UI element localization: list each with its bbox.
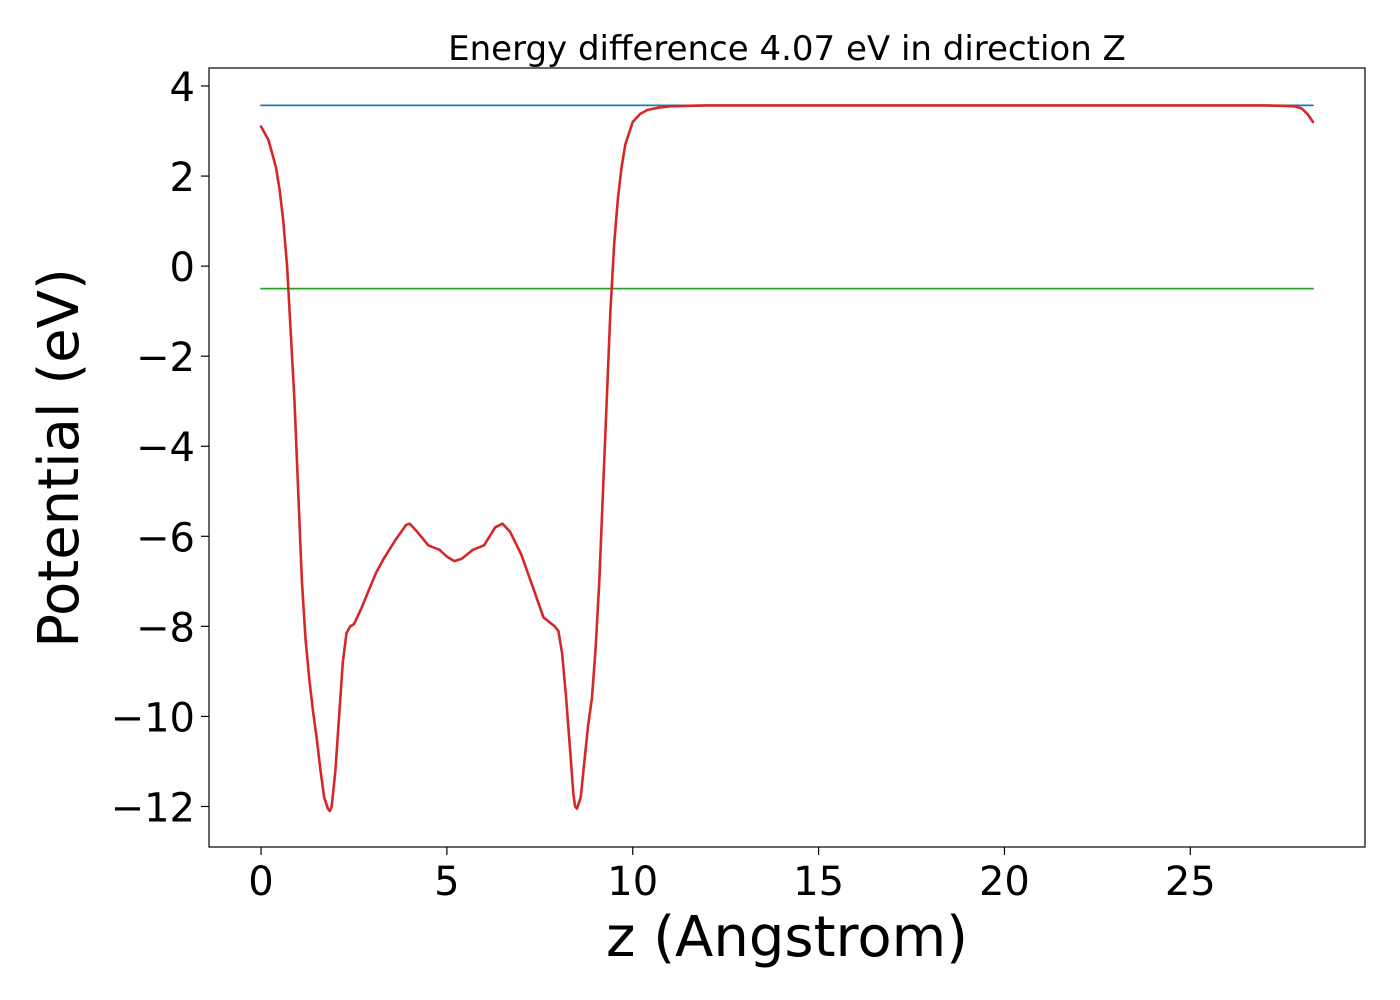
x-tick-label: 5 bbox=[434, 859, 459, 905]
y-tick-label: 4 bbox=[170, 65, 195, 111]
y-tick-label: −4 bbox=[136, 425, 195, 471]
y-tick-label: −2 bbox=[136, 335, 195, 381]
y-tick-label: −12 bbox=[111, 785, 195, 831]
series-line-3 bbox=[259, 104, 1315, 813]
x-tick-label: 0 bbox=[248, 859, 273, 905]
x-axis-title: z (Angstrom) bbox=[606, 905, 968, 970]
x-tick-label: 10 bbox=[607, 859, 658, 905]
x-tick-label: 15 bbox=[793, 859, 844, 905]
y-tick-label: −8 bbox=[136, 605, 195, 651]
x-tick-label: 20 bbox=[979, 859, 1030, 905]
series-layer bbox=[259, 104, 1315, 813]
chart-title: Energy difference 4.07 eV in direction Z bbox=[448, 29, 1126, 69]
y-tick-label: −6 bbox=[136, 515, 195, 561]
plot-frame bbox=[208, 67, 1366, 848]
y-tick-label: 0 bbox=[170, 245, 195, 291]
y-axis-title: Potential (eV) bbox=[27, 268, 92, 648]
x-tick-label: 25 bbox=[1165, 859, 1216, 905]
y-tick-label: −10 bbox=[111, 695, 195, 741]
y-tick-label: 2 bbox=[170, 155, 195, 201]
